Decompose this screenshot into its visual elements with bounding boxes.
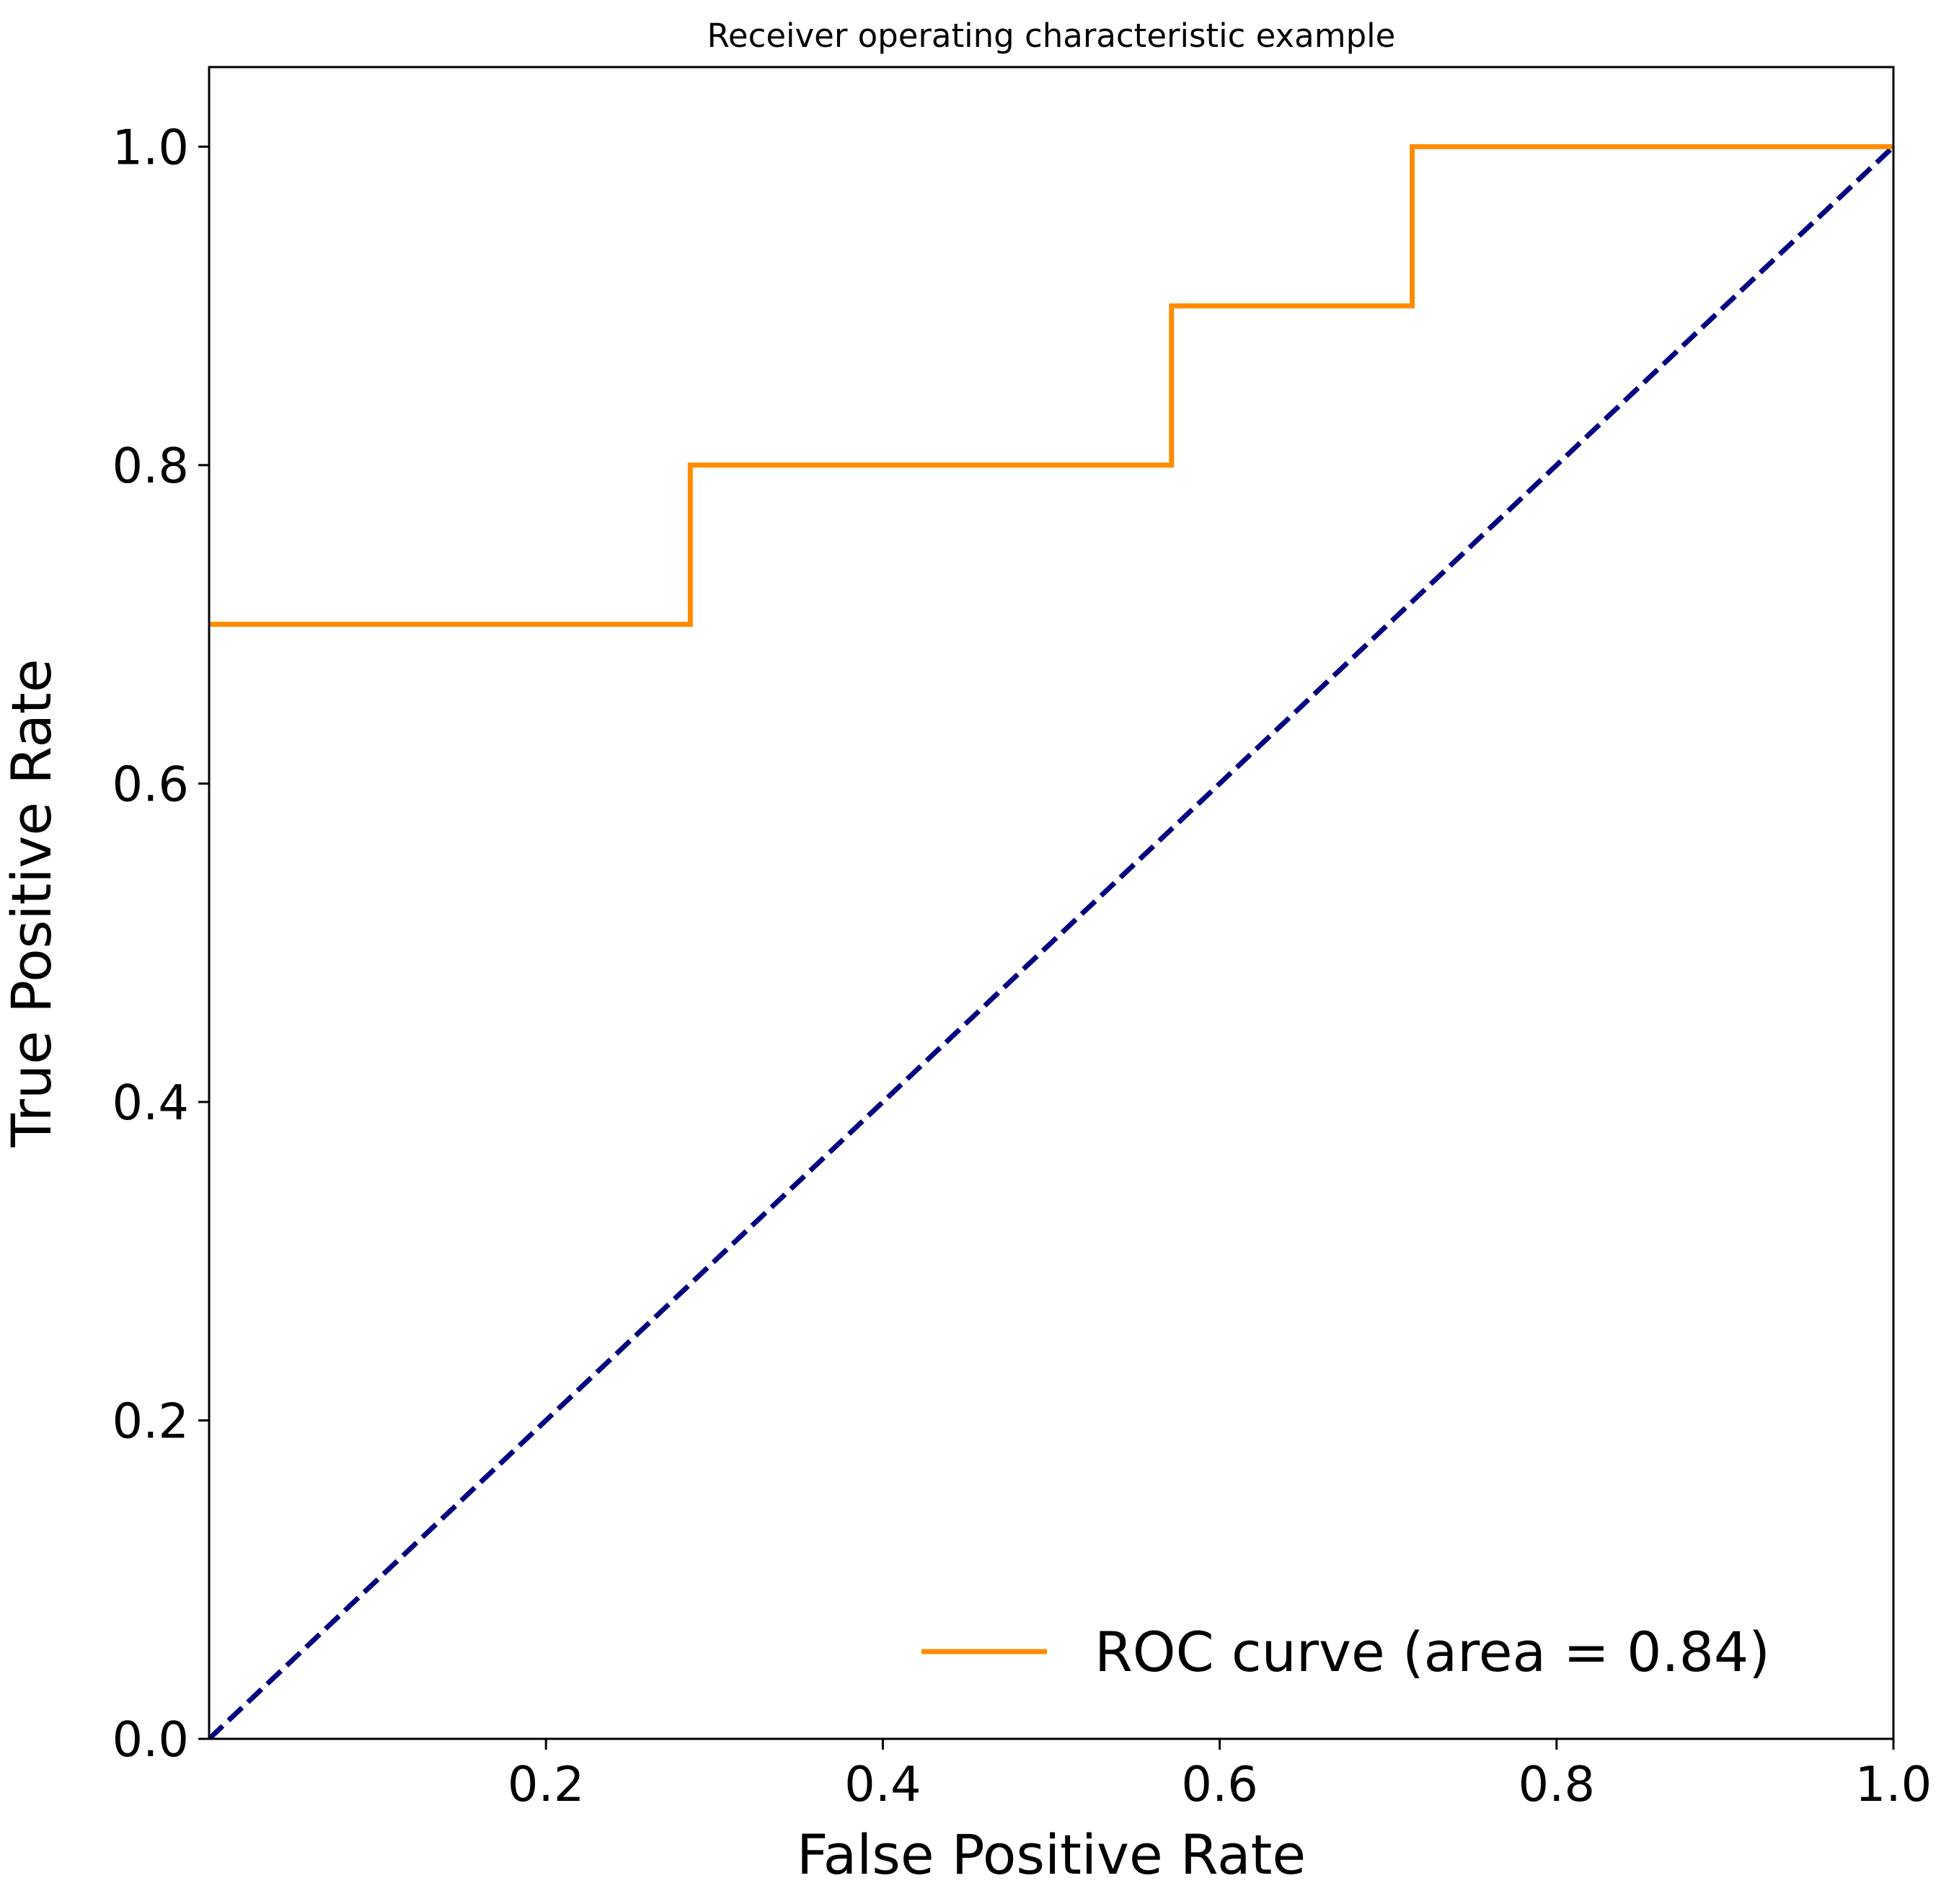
x-axis-ticks: 0.2 0.4 0.6 0.8 1.0 bbox=[508, 1739, 1932, 1812]
series-layer bbox=[209, 144, 1893, 1739]
y-tick-label: 0.8 bbox=[112, 438, 189, 494]
x-tick-label: 0.8 bbox=[1518, 1756, 1596, 1812]
x-tick-label: 0.4 bbox=[844, 1756, 921, 1812]
y-tick-label: 0.6 bbox=[112, 756, 189, 812]
legend: ROC curve (area = 0.84) bbox=[921, 1620, 1770, 1684]
roc-curve-line bbox=[209, 144, 1893, 627]
y-axis-ticks: 0.0 0.2 0.4 0.6 0.8 1.0 bbox=[112, 119, 209, 1768]
plot-frame bbox=[208, 66, 1895, 1740]
y-tick-label: 0.0 bbox=[112, 1711, 189, 1768]
y-tick-label: 0.4 bbox=[112, 1075, 189, 1131]
x-tick-label: 1.0 bbox=[1855, 1756, 1932, 1812]
y-tick-label: 1.0 bbox=[112, 119, 189, 175]
x-axis-label: False Positive Rate bbox=[797, 1823, 1306, 1887]
diagonal-reference-line bbox=[209, 144, 1893, 1739]
y-tick-label: 0.2 bbox=[112, 1393, 189, 1449]
x-tick-label: 0.6 bbox=[1181, 1756, 1258, 1812]
y-axis-label: True Positive Rate bbox=[0, 659, 63, 1148]
chart-title: Receiver operating characteristic exampl… bbox=[707, 17, 1396, 55]
legend-label-roc: ROC curve (area = 0.84) bbox=[1095, 1620, 1770, 1684]
x-tick-label: 0.2 bbox=[508, 1756, 585, 1812]
